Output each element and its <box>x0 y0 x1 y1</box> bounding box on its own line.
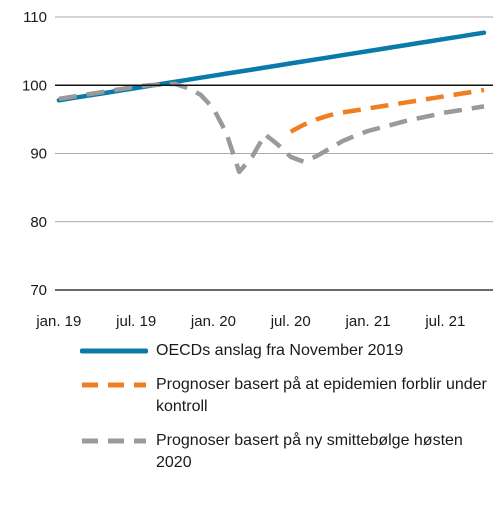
legend-swatch-second-wave <box>82 438 146 444</box>
legend-item-controlled: Prognoser basert på at epidemien forblir… <box>80 374 490 418</box>
x-tick-label: jul. 20 <box>270 313 311 330</box>
y-tick-label: 80 <box>30 214 47 231</box>
legend: OECDs anslag fra November 2019 Prognoser… <box>80 340 490 486</box>
line-chart: 70 80 90 100 110 jan. 19 jul. 19 jan. 20 jul. 2… <box>22 9 493 330</box>
y-tick-label: 70 <box>30 282 47 299</box>
legend-swatch-oecd <box>80 348 148 354</box>
grid-lines <box>55 16 493 223</box>
x-tick-label: jan. 21 <box>345 313 391 330</box>
legend-item-second-wave: Prognoser basert på ny smittebølge høste… <box>80 430 490 474</box>
legend-label-oecd: OECDs anslag fra November 2019 <box>156 342 404 359</box>
x-tick-label: jul. 21 <box>424 313 465 330</box>
x-tick-label: jan. 20 <box>190 313 236 330</box>
legend-label-controlled: Prognoser basert på at epidemien forblir… <box>156 376 487 415</box>
series-line-1 <box>289 87 485 134</box>
series-lines <box>56 30 487 175</box>
x-tick-label: jul. 19 <box>115 313 156 330</box>
x-tick-label: jan. 19 <box>35 313 81 330</box>
legend-swatch-controlled <box>82 382 146 388</box>
legend-label-second-wave: Prognoser basert på ny smittebølge høste… <box>156 432 463 471</box>
y-tick-label: 90 <box>30 146 47 163</box>
series-line-2 <box>58 81 485 175</box>
y-tick-label: 110 <box>23 9 47 26</box>
x-axis-ticks: jan. 19 jul. 19 jan. 20 jul. 20 jan. 21 jul. … <box>35 313 465 330</box>
y-axis-ticks: 70 80 90 100 110 <box>22 9 47 299</box>
y-tick-label: 100 <box>22 77 47 94</box>
legend-item-oecd: OECDs anslag fra November 2019 <box>80 340 490 362</box>
